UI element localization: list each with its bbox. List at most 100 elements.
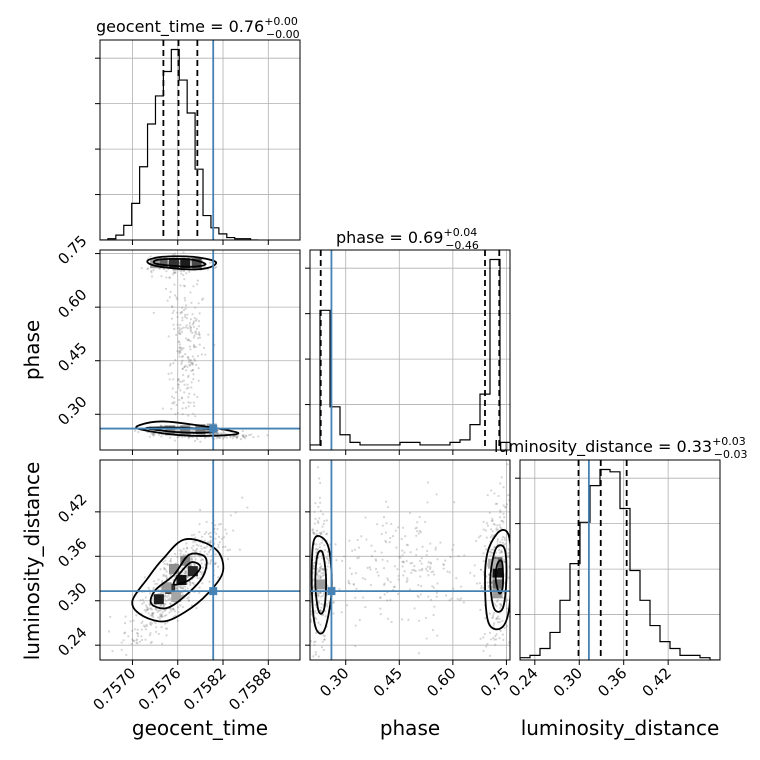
sample-point [159, 568, 162, 571]
sample-point [392, 585, 396, 589]
sample-point [491, 519, 494, 522]
sample-point [380, 551, 383, 554]
sample-point [136, 642, 139, 645]
sample-point [317, 568, 320, 571]
sample-point [415, 534, 418, 537]
sample-point [460, 597, 463, 600]
sample-point [434, 548, 437, 551]
sample-point [172, 309, 175, 312]
sample-point [179, 332, 182, 335]
sample-point [125, 653, 128, 657]
sample-point [177, 606, 180, 609]
sample-point [315, 547, 318, 551]
sample-point [184, 326, 188, 329]
sample-point [379, 596, 382, 599]
sample-point [203, 265, 206, 268]
sample-point [312, 567, 315, 570]
sample-point [424, 520, 427, 524]
sample-point [495, 618, 498, 621]
sample-point [198, 479, 200, 481]
sample-point [154, 582, 157, 586]
title-phase: phase = 0.69+0.04 −0.46 [336, 226, 479, 252]
sample-point [166, 299, 169, 302]
histogram-step [520, 468, 720, 660]
contour-line [314, 549, 328, 615]
sample-point [205, 545, 209, 548]
sample-point [172, 323, 175, 326]
sample-point [420, 557, 423, 560]
sample-point [183, 383, 186, 386]
sample-point [320, 606, 323, 609]
sample-point [401, 549, 404, 552]
sample-point [360, 535, 363, 538]
sample-point [140, 635, 143, 638]
sample-point [500, 527, 503, 530]
sample-point [176, 379, 180, 382]
sample-point [312, 655, 315, 658]
sample-point [413, 564, 416, 568]
sample-point [176, 349, 179, 353]
sample-point [189, 582, 192, 585]
sample-point [492, 666, 494, 668]
sample-point [396, 592, 400, 595]
sample-point [203, 532, 206, 536]
sample-point [493, 622, 496, 625]
contour-line [489, 544, 508, 613]
sample-point [187, 361, 190, 364]
sample-point [158, 433, 161, 436]
sample-point [434, 546, 437, 549]
sample-point [492, 548, 495, 551]
sample-point [145, 624, 149, 628]
sample-point [460, 585, 463, 588]
sample-point [193, 247, 195, 249]
sample-point [164, 575, 167, 578]
sample-point [449, 555, 452, 559]
sample-point [181, 367, 184, 371]
sample-point [320, 572, 323, 575]
sample-point [180, 361, 183, 364]
sample-point [473, 564, 476, 567]
sample-point [473, 574, 476, 577]
sample-point [214, 562, 217, 565]
sample-point [195, 547, 199, 550]
sample-point [195, 332, 198, 336]
sample-point [480, 585, 483, 588]
hist-panel-geocent-time [95, 39, 301, 245]
sample-point [419, 593, 422, 596]
sample-point [184, 353, 187, 356]
sample-point [162, 592, 165, 595]
sample-point [351, 549, 354, 552]
sample-point [317, 666, 319, 668]
sample-point [180, 310, 183, 314]
sample-point [152, 432, 155, 436]
sample-point [506, 598, 509, 601]
sample-point [383, 583, 386, 587]
sample-point [313, 611, 316, 614]
sample-point [512, 524, 514, 526]
sample-point [181, 593, 184, 597]
sample-point [320, 541, 323, 544]
sample-point [189, 584, 192, 587]
sample-point [229, 514, 233, 517]
sample-point [390, 620, 393, 624]
sample-point [171, 305, 174, 309]
panels: 0.24 0.30 0.36 0.420.300.450.600.750.75700.… [54, 39, 721, 714]
sample-point [321, 567, 324, 571]
sample-point [314, 653, 317, 656]
sample-point [325, 533, 328, 536]
sample-point [377, 574, 380, 577]
sample-point [180, 272, 183, 275]
sample-point [463, 554, 466, 557]
sample-point [432, 613, 435, 617]
sample-point [217, 576, 220, 579]
sample-point [171, 253, 174, 256]
sample-point [435, 595, 438, 598]
sample-point [491, 616, 494, 620]
sample-point [248, 434, 251, 437]
sample-point [427, 481, 430, 484]
sample-point [315, 612, 319, 615]
sample-point [200, 571, 203, 574]
sample-point [180, 396, 184, 399]
density-cell [176, 575, 187, 585]
sample-point [425, 637, 428, 640]
